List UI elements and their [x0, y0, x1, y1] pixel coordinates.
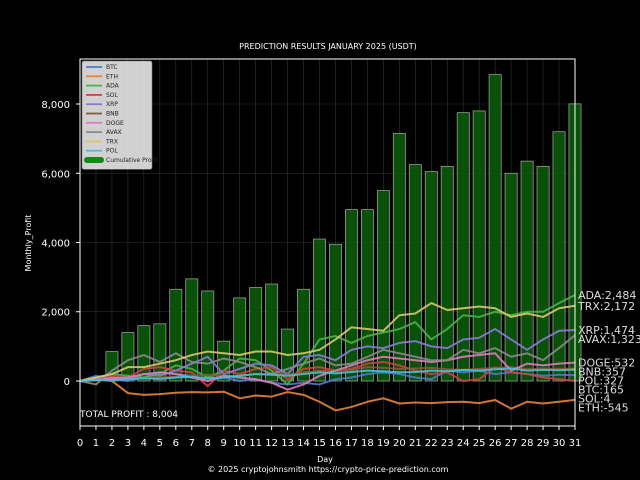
- total-profit-label: TOTAL PROFIT : 8,004: [79, 410, 178, 420]
- x-tick-label: 27: [505, 438, 518, 449]
- end-label-doge: DOGE:532: [578, 357, 635, 370]
- y-tick-label: 4,000: [41, 239, 70, 250]
- y-tick-label: 6,000: [41, 169, 70, 180]
- series-line-xrp: [79, 328, 576, 382]
- x-axis-label: Day: [317, 455, 333, 464]
- legend: BTC ETH ADA SOL XRP BNB DOGE AVAX TRX POL Cumulati…: [81, 60, 158, 170]
- end-label-xrp: XRP:1,474: [578, 324, 635, 337]
- x-tick-label: 1: [93, 438, 99, 449]
- y-axis-label: Monthly_Profit: [24, 215, 33, 272]
- end-label-btc: BTC:165: [578, 384, 624, 397]
- cumulative-bar: [520, 160, 534, 382]
- cumulative-bar: [329, 243, 342, 382]
- cumulative-bar: [201, 290, 215, 382]
- x-tick-label: 20: [393, 438, 406, 449]
- legend-label-cumulative: Cumulative Profit: [106, 157, 158, 164]
- legend-label-bnb: BNB: [106, 111, 119, 118]
- series-line-bnb: [79, 366, 576, 382]
- cumulative-bar: [249, 287, 263, 382]
- cumulative-bar: [472, 110, 486, 382]
- legend-label-btc: BTC: [106, 64, 118, 71]
- end-label-eth: ETH:-545: [578, 402, 629, 415]
- chart-title: PREDICTION RESULTS JANUARY 2025 (USDT): [239, 42, 417, 51]
- x-tick-label: 9: [221, 438, 227, 449]
- x-tick-label: 23: [441, 438, 454, 449]
- x-tick-label: 21: [409, 438, 422, 449]
- x-tick-label: 7: [189, 438, 195, 449]
- legend-label-xrp: XRP: [106, 101, 118, 108]
- legend-label-ada: ADA: [106, 83, 120, 90]
- cumulative-bar: [169, 288, 183, 382]
- cumulative-bar: [265, 283, 279, 382]
- x-tick-label: 22: [425, 438, 438, 449]
- x-tick-label: 28: [521, 438, 534, 449]
- legend-label-pol: POL: [106, 148, 118, 155]
- x-tick-label: 5: [157, 438, 163, 449]
- cumulative-bar: [552, 131, 566, 382]
- series-line-trx: [79, 302, 576, 382]
- x-tick-label: 25: [473, 438, 486, 449]
- series-line-avax: [79, 334, 576, 386]
- x-tick-label: 30: [553, 438, 566, 449]
- x-tick-label: 0: [77, 438, 83, 449]
- y-tick-label: 8,000: [41, 100, 70, 111]
- cumulative-bar: [424, 171, 438, 382]
- y-axis-ticks: 0 2,000 4,000 6,000 8,000: [41, 100, 80, 388]
- x-tick-label: 10: [233, 438, 246, 449]
- legend-label-doge: DOGE: [106, 120, 124, 127]
- y-tick-label: 2,000: [41, 308, 70, 319]
- x-tick-label: 29: [537, 438, 550, 449]
- x-tick-label: 15: [313, 438, 326, 449]
- series-line-pol: [79, 367, 576, 382]
- cumulative-bar: [408, 164, 422, 382]
- x-tick-label: 19: [377, 438, 390, 449]
- x-tick-label: 12: [265, 438, 278, 449]
- x-tick-label: 3: [125, 438, 131, 449]
- legend-label-eth: ETH: [106, 73, 118, 80]
- end-label-ada: ADA:2,484: [578, 289, 636, 302]
- x-tick-label: 18: [361, 438, 374, 449]
- end-label-pol: POL:327: [578, 375, 624, 388]
- x-axis-ticks: 0 1 2 3 4 5 6 7 8 9 10 11 12 13 14 15 16 17 18 19 20 21 22 23 24…: [77, 426, 582, 449]
- legend-label-trx: TRX: [105, 138, 118, 145]
- end-label-bnb: BNB:357: [578, 366, 626, 379]
- cumulative-bars: [105, 74, 582, 382]
- legend-label-avax: AVAX: [106, 129, 122, 136]
- end-label-sol: SOL:4: [578, 393, 610, 406]
- y-tick-label: 0: [64, 377, 70, 388]
- footer-credit: © 2025 cryptojohnsmith https://crypto-pr…: [208, 465, 449, 474]
- cumulative-bar: [536, 165, 550, 382]
- x-tick-label: 11: [249, 438, 262, 449]
- end-label-avax: AVAX:1,323: [578, 333, 640, 346]
- legend-label-sol: SOL: [106, 92, 119, 99]
- end-label-trx: TRX:2,172: [577, 300, 635, 313]
- x-tick-label: 13: [281, 438, 294, 449]
- cumulative-bar: [345, 209, 358, 382]
- legend-swatch-cumulative: [84, 157, 104, 163]
- cumulative-bar: [121, 332, 135, 382]
- x-tick-label: 8: [205, 438, 211, 449]
- x-tick-label: 4: [141, 438, 147, 449]
- cumulative-bar: [504, 172, 518, 382]
- series-line-eth: [79, 378, 576, 412]
- x-tick-label: 16: [329, 438, 342, 449]
- x-tick-label: 24: [457, 438, 470, 449]
- series-lines: [79, 294, 576, 412]
- x-tick-label: 26: [489, 438, 502, 449]
- x-tick-label: 17: [345, 438, 358, 449]
- cumulative-bar: [297, 288, 310, 382]
- x-tick-label: 14: [297, 438, 310, 449]
- x-tick-label: 31: [569, 438, 582, 449]
- cumulative-bar: [488, 74, 502, 382]
- x-tick-label: 6: [173, 438, 179, 449]
- x-tick-label: 2: [109, 438, 115, 449]
